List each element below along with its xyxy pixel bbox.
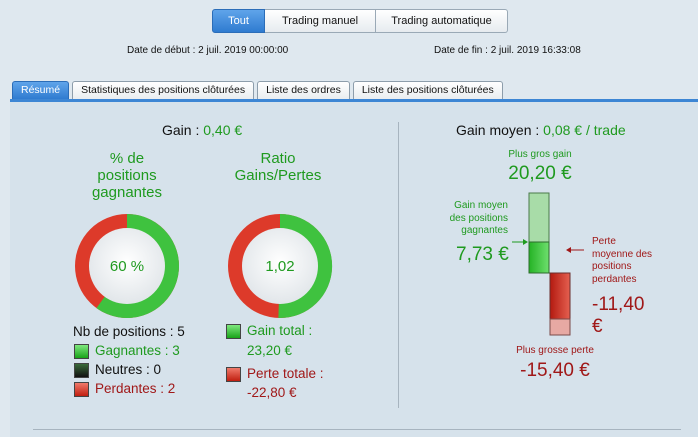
- avg-gain-value: 0,08 € / trade: [543, 122, 626, 138]
- tab-summary[interactable]: Résumé: [12, 81, 70, 99]
- best-gain-value: 20,20 €: [508, 163, 572, 184]
- win-pct-title-line: positions: [97, 167, 157, 184]
- avg-loss-arrow: [566, 247, 584, 253]
- losers-count: Perdantes : 2: [95, 381, 176, 396]
- total-loss-value: -22,80 €: [247, 385, 297, 400]
- filter-all-button[interactable]: Tout: [212, 9, 265, 33]
- vertical-divider: [398, 122, 399, 408]
- winners-legend-icon: [74, 344, 89, 359]
- ratio-title: Ratio Gains/Pertes: [213, 150, 343, 184]
- avg-win-label: Gain moyen des positions gagnantes: [450, 200, 508, 238]
- end-date: Date de fin : 2 juil. 2019 16:33:08: [434, 45, 581, 56]
- start-date: Date de début : 2 juil. 2019 00:00:00: [127, 45, 289, 56]
- avg-loss-label-line: Perte: [592, 236, 616, 247]
- total-gain-value: 23,20 €: [247, 343, 293, 358]
- losers-legend-icon: [74, 382, 89, 397]
- win-pct-title-line: % de: [109, 150, 145, 167]
- trading-filter: Tout Trading manuel Trading automatique: [212, 9, 508, 33]
- avg-loss-label-line: moyenne des: [592, 248, 653, 260]
- tab-closed-list[interactable]: Liste des positions clôturées: [352, 81, 503, 99]
- neutral-legend-icon: [74, 363, 89, 378]
- gain-range-bars: [512, 192, 571, 336]
- win-pct-title-line: gagnantes: [91, 184, 163, 201]
- total-loss-label: Perte totale :: [247, 366, 324, 381]
- neutral-count: Neutres : 0: [95, 362, 162, 377]
- avg-win-arrow-icon: [523, 239, 528, 245]
- avg-loss-label-line: perdantes: [592, 273, 637, 285]
- avg-win-bar: [528, 241, 550, 274]
- best-gain-bar: [528, 192, 550, 243]
- win-pct-donut: 60 %: [75, 214, 180, 318]
- tab-bar: Résumé Statistiques des positions clôtur…: [12, 81, 506, 99]
- win-pct-value: 60 %: [110, 258, 144, 275]
- total-loss-icon: [226, 367, 241, 382]
- tab-closed-stats[interactable]: Statistiques des positions clôturées: [72, 81, 255, 99]
- avg-loss-value: -11,40 €: [592, 294, 644, 338]
- gain-label: Gain :: [162, 122, 204, 138]
- worst-loss-value: -15,40 €: [520, 360, 590, 381]
- avg-win-value: 7,73 €: [456, 244, 509, 265]
- avg-gain-label: Gain moyen :: [456, 122, 544, 138]
- avg-win-label-line: des positions: [449, 212, 508, 224]
- positions-count: Nb de positions : 5: [73, 324, 185, 339]
- avg-loss-arrow-icon: [566, 247, 571, 253]
- worst-loss-bar: [549, 318, 571, 336]
- ratio-title-line: Ratio: [260, 150, 296, 167]
- total-gain-label: Gain total :: [247, 323, 313, 338]
- bottom-divider: [33, 429, 681, 430]
- avg-loss-value-line: €: [592, 316, 603, 337]
- ratio-donut: 1,02: [228, 213, 333, 318]
- tab-underline: [10, 99, 698, 102]
- avg-win-label-line: Gain moyen: [454, 200, 508, 211]
- filter-auto-button[interactable]: Trading automatique: [376, 9, 508, 33]
- avg-loss-bar: [549, 272, 571, 320]
- total-gain-icon: [226, 324, 241, 339]
- avg-loss-label: Perte moyenne des positions perdantes: [592, 236, 652, 286]
- gain-value: 0,40 €: [203, 122, 243, 138]
- tab-orders[interactable]: Liste des ordres: [257, 81, 350, 99]
- donut-core: [89, 228, 165, 304]
- avg-win-label-line: gagnantes: [461, 225, 508, 236]
- donut-core: [242, 228, 318, 304]
- avg-loss-value-line: -11,40: [592, 294, 645, 315]
- gain-row: Gain : 0,40 €: [162, 122, 242, 138]
- avg-gain-row: Gain moyen : 0,08 € / trade: [456, 122, 626, 138]
- winners-count: Gagnantes : 3: [95, 343, 180, 358]
- avg-loss-label-line: positions: [592, 261, 632, 272]
- best-gain-label: Plus gros gain: [508, 149, 572, 160]
- filter-manual-button[interactable]: Trading manuel: [265, 9, 376, 33]
- worst-loss-label: Plus grosse perte: [516, 345, 594, 356]
- ratio-value: 1,02: [265, 258, 294, 275]
- ratio-title-line: Gains/Pertes: [234, 167, 322, 184]
- win-pct-title: % de positions gagnantes: [60, 150, 194, 201]
